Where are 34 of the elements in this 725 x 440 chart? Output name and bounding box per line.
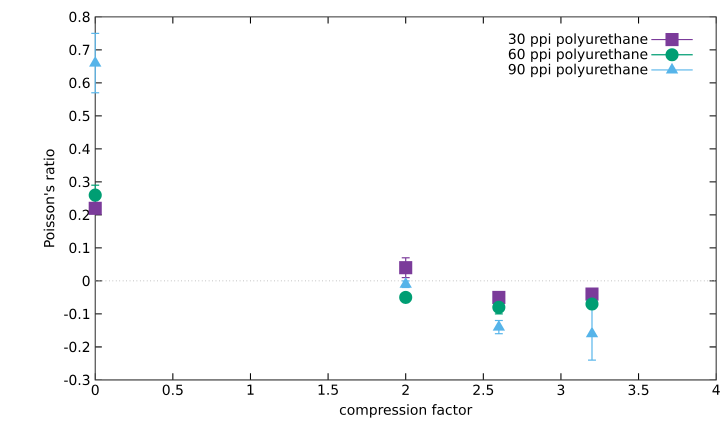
point — [399, 290, 412, 304]
y-axis-title: Poisson's ratio — [44, 149, 54, 247]
x-tick-label: 2 — [402, 384, 409, 395]
y-tick-label: 0.1 — [69, 242, 90, 253]
x-tick-label: 0.5 — [162, 384, 183, 395]
y-tick-label: 0.2 — [69, 209, 90, 220]
x-tick-label: 1.5 — [318, 384, 338, 395]
y-tick-label: 0.3 — [69, 176, 90, 187]
x-tick-label: 0 — [92, 384, 99, 395]
y-tick-label: -0.1 — [64, 308, 90, 319]
y-tick-label: 0 — [82, 275, 90, 286]
y-tick-label: 0.5 — [69, 110, 90, 121]
legend-label: 30 ppi polyurethane — [508, 33, 648, 47]
point — [399, 260, 412, 274]
point — [88, 188, 102, 202]
point — [89, 56, 101, 66]
y-tick-label: 0.4 — [69, 143, 90, 154]
y-tick-label: 0.8 — [69, 11, 90, 22]
legend-label: 60 ppi polyurethane — [508, 48, 648, 62]
point — [492, 300, 506, 314]
x-axis-title: compression factor — [340, 404, 472, 418]
x-tick-label: 2.5 — [473, 384, 494, 395]
y-tick-label: -0.2 — [64, 341, 90, 352]
y-tick-label: -0.3 — [64, 374, 90, 385]
x-tick-label: 3.5 — [628, 384, 648, 395]
y-tick-label: 0.6 — [69, 77, 90, 88]
y-tick-label: 0.7 — [69, 44, 90, 55]
point — [400, 277, 412, 288]
legend-label: 90 ppi polyurethane — [508, 63, 648, 77]
point — [88, 202, 102, 215]
x-tick-label: 4 — [712, 384, 720, 395]
x-tick-label: 3 — [558, 384, 564, 395]
point — [585, 297, 599, 310]
x-tick-label: 1 — [248, 384, 254, 395]
